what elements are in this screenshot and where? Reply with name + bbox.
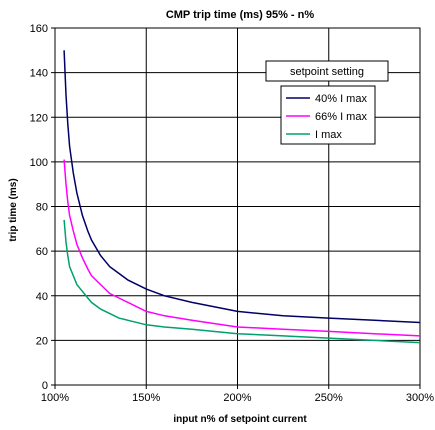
legend-label-1: 66% I max [315, 111, 367, 123]
series-line-1 [63, 159, 421, 337]
x-tick-label: 150% [132, 392, 160, 404]
plot-frame [54, 27, 421, 386]
legend-title-box [265, 60, 389, 82]
x-axis-label: input n% of setpoint current [173, 414, 307, 425]
y-tick-label: 80 [36, 202, 48, 214]
y-tick-label: 160 [30, 23, 48, 35]
legend-entries: 40% I max 66% I max I max [286, 93, 367, 141]
series-line-0 [63, 50, 421, 324]
grid [54, 27, 421, 386]
y-tick-label: 120 [30, 112, 48, 124]
chart-title: CMP trip time (ms) 95% - n% [166, 9, 315, 21]
x-tick-label: 200% [223, 392, 251, 404]
y-tick-label: 100 [30, 157, 48, 169]
y-tick-label: 140 [30, 68, 48, 80]
series-lines [63, 50, 421, 344]
legend-title: setpoint setting [290, 66, 364, 78]
y-tick-label: 20 [36, 335, 48, 347]
series-line-2 [63, 219, 421, 344]
x-axis-ticks: 100% 150% 200% 250% 300% [41, 385, 434, 404]
x-tick-label: 250% [315, 392, 343, 404]
legend-label-0: 40% I max [315, 93, 367, 105]
x-tick-label: 100% [41, 392, 69, 404]
y-axis-ticks: 0 20 40 60 80 100 120 140 160 [30, 23, 55, 392]
legend-label-2: I max [315, 129, 342, 141]
legend: setpoint setting 40% I max 66% I max I max [265, 60, 389, 145]
y-axis-label: trip time (ms) [8, 178, 19, 241]
y-tick-label: 40 [36, 291, 48, 303]
y-tick-label: 60 [36, 246, 48, 258]
y-tick-label: 0 [42, 380, 48, 392]
x-tick-label: 300% [406, 392, 434, 404]
